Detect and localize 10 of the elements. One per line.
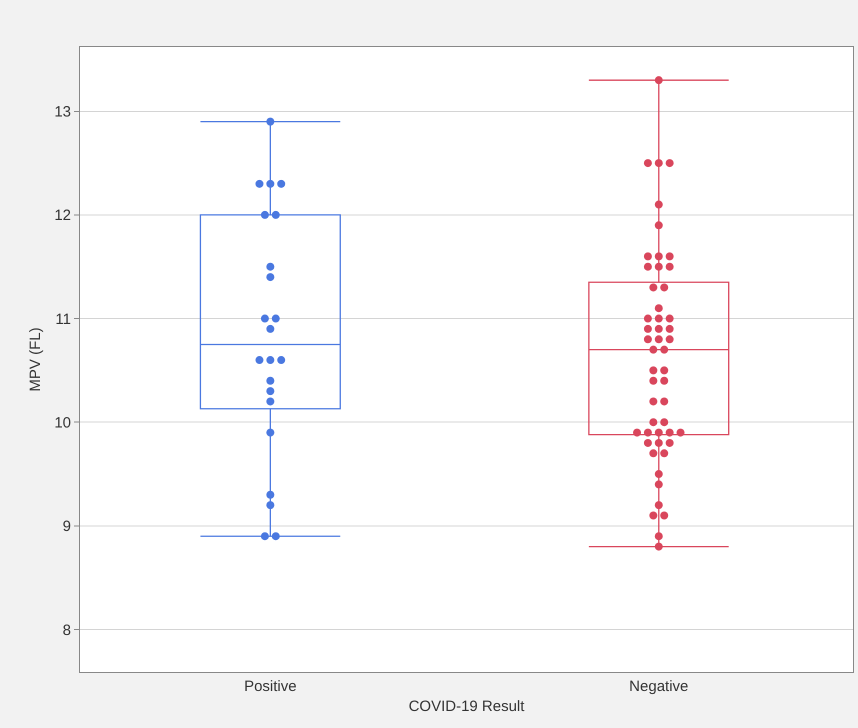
x-tick-label: Positive bbox=[244, 678, 297, 695]
y-tick-label: 12 bbox=[54, 207, 71, 224]
y-tick-label: 9 bbox=[62, 518, 71, 536]
y-tick-label: 11 bbox=[55, 310, 71, 328]
y-tick-label: 13 bbox=[54, 104, 71, 121]
y-axis-title: MPV (FL) bbox=[27, 327, 44, 392]
y-tick-label: 8 bbox=[62, 622, 71, 639]
x-axis-title: COVID-19 Result bbox=[408, 698, 526, 715]
y-tick-label: 10 bbox=[54, 414, 71, 432]
x-tick-label: Negative bbox=[629, 678, 688, 695]
